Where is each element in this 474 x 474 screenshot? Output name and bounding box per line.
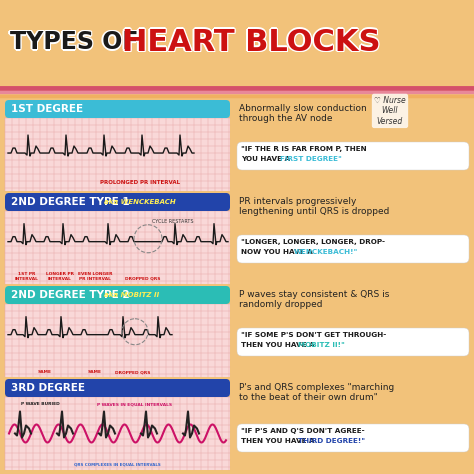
Text: HEART BLOCKS: HEART BLOCKS xyxy=(122,29,381,58)
Text: 2ND DEGREE TYPE 1: 2ND DEGREE TYPE 1 xyxy=(11,197,129,207)
Text: SAME: SAME xyxy=(88,370,102,374)
Text: P WAVE BURIED: P WAVE BURIED xyxy=(21,402,59,406)
Text: PR intervals progressively
lengthening until QRS is dropped: PR intervals progressively lengthening u… xyxy=(239,197,389,217)
Text: TYPES OF: TYPES OF xyxy=(9,30,137,54)
Bar xyxy=(5,118,230,191)
Text: "LONGER, LONGER, LONGER, DROP-: "LONGER, LONGER, LONGER, DROP- xyxy=(241,239,385,245)
FancyBboxPatch shape xyxy=(237,235,469,263)
Text: 1ST PR
INTERVAL: 1ST PR INTERVAL xyxy=(15,273,39,281)
Text: "IF THE R IS FAR FROM P, THEN: "IF THE R IS FAR FROM P, THEN xyxy=(241,146,366,152)
Text: P waves stay consistent & QRS is
randomly dropped: P waves stay consistent & QRS is randoml… xyxy=(239,290,389,310)
Text: HEART BLOCKS: HEART BLOCKS xyxy=(124,27,382,56)
Text: HEART BLOCKS: HEART BLOCKS xyxy=(122,26,381,55)
Text: P's and QRS complexes "marching
to the beat of their own drum": P's and QRS complexes "marching to the b… xyxy=(239,383,394,402)
Text: THEN YOU HAVE A: THEN YOU HAVE A xyxy=(241,342,317,348)
Text: TYPES OF: TYPES OF xyxy=(11,30,140,54)
Text: TYPES OF: TYPES OF xyxy=(11,31,139,55)
Text: THIRD DEGREE!": THIRD DEGREE!" xyxy=(298,438,365,444)
Text: 3RD DEGREE: 3RD DEGREE xyxy=(11,383,85,393)
Text: SAME: SAME xyxy=(38,370,52,374)
Text: TYPES OF: TYPES OF xyxy=(10,28,138,53)
Text: TYPES OF: TYPES OF xyxy=(10,30,138,54)
FancyBboxPatch shape xyxy=(5,286,230,304)
Text: MOBITZ II!": MOBITZ II!" xyxy=(298,342,345,348)
Text: P WAVES IN EQUAL INTERVALS: P WAVES IN EQUAL INTERVALS xyxy=(98,402,173,406)
FancyBboxPatch shape xyxy=(5,193,230,211)
Text: TYPES OF: TYPES OF xyxy=(9,29,137,53)
Text: "IF P'S AND Q'S DON'T AGREE-: "IF P'S AND Q'S DON'T AGREE- xyxy=(241,428,365,434)
Text: HEART BLOCKS: HEART BLOCKS xyxy=(121,27,380,55)
Bar xyxy=(0,0,474,88)
Text: PROLONGED PR INTERVAL: PROLONGED PR INTERVAL xyxy=(100,180,180,185)
Text: 1ST DEGREE: 1ST DEGREE xyxy=(11,104,83,114)
Text: aka MOBITZ II: aka MOBITZ II xyxy=(100,292,160,298)
Text: HEART BLOCKS: HEART BLOCKS xyxy=(123,27,382,55)
Text: ♡ Nurse
Well
Versed: ♡ Nurse Well Versed xyxy=(374,96,406,126)
FancyBboxPatch shape xyxy=(237,328,469,356)
Text: NOW YOU HAVE A: NOW YOU HAVE A xyxy=(241,249,315,255)
Text: HEART BLOCKS: HEART BLOCKS xyxy=(123,28,382,57)
Text: TYPES OF: TYPES OF xyxy=(9,31,137,55)
Text: Abnormally slow conduction
through the AV node: Abnormally slow conduction through the A… xyxy=(239,104,367,123)
Text: aka WENCKEBACH: aka WENCKEBACH xyxy=(100,199,176,205)
Text: HEART BLOCKS: HEART BLOCKS xyxy=(121,28,380,57)
Text: EVEN LONGER
PR INTERVAL: EVEN LONGER PR INTERVAL xyxy=(78,273,112,281)
Text: TYPES OF: TYPES OF xyxy=(10,31,138,55)
Text: DROPPED QRS: DROPPED QRS xyxy=(125,277,161,281)
Text: 2ND DEGREE TYPE 2: 2ND DEGREE TYPE 2 xyxy=(11,290,129,300)
Bar xyxy=(5,304,230,377)
FancyBboxPatch shape xyxy=(5,379,230,397)
Text: LONGER PR
INTERVAL: LONGER PR INTERVAL xyxy=(46,273,74,281)
Text: DROPPED QRS: DROPPED QRS xyxy=(115,370,151,374)
Text: "IF SOME P'S DON'T GET THROUGH-: "IF SOME P'S DON'T GET THROUGH- xyxy=(241,332,386,338)
Bar xyxy=(5,211,230,284)
Text: WENCKEBACH!": WENCKEBACH!" xyxy=(294,249,359,255)
Text: THEN YOU HAVE A: THEN YOU HAVE A xyxy=(241,438,317,444)
Text: HEART BLOCKS: HEART BLOCKS xyxy=(122,27,381,56)
Text: TYPES OF: TYPES OF xyxy=(11,29,139,53)
Text: FIRST DEGREE": FIRST DEGREE" xyxy=(280,156,342,162)
Text: QRS COMPLEXES IN EQUAL INTERVALS: QRS COMPLEXES IN EQUAL INTERVALS xyxy=(73,463,160,467)
FancyBboxPatch shape xyxy=(5,100,230,118)
FancyBboxPatch shape xyxy=(237,424,469,452)
Text: HEART BLOCKS: HEART BLOCKS xyxy=(120,27,379,56)
Bar xyxy=(5,397,230,470)
Text: CYCLE RESTARTS: CYCLE RESTARTS xyxy=(152,219,194,224)
FancyBboxPatch shape xyxy=(237,142,469,170)
Text: YOU HAVE A: YOU HAVE A xyxy=(241,156,292,162)
